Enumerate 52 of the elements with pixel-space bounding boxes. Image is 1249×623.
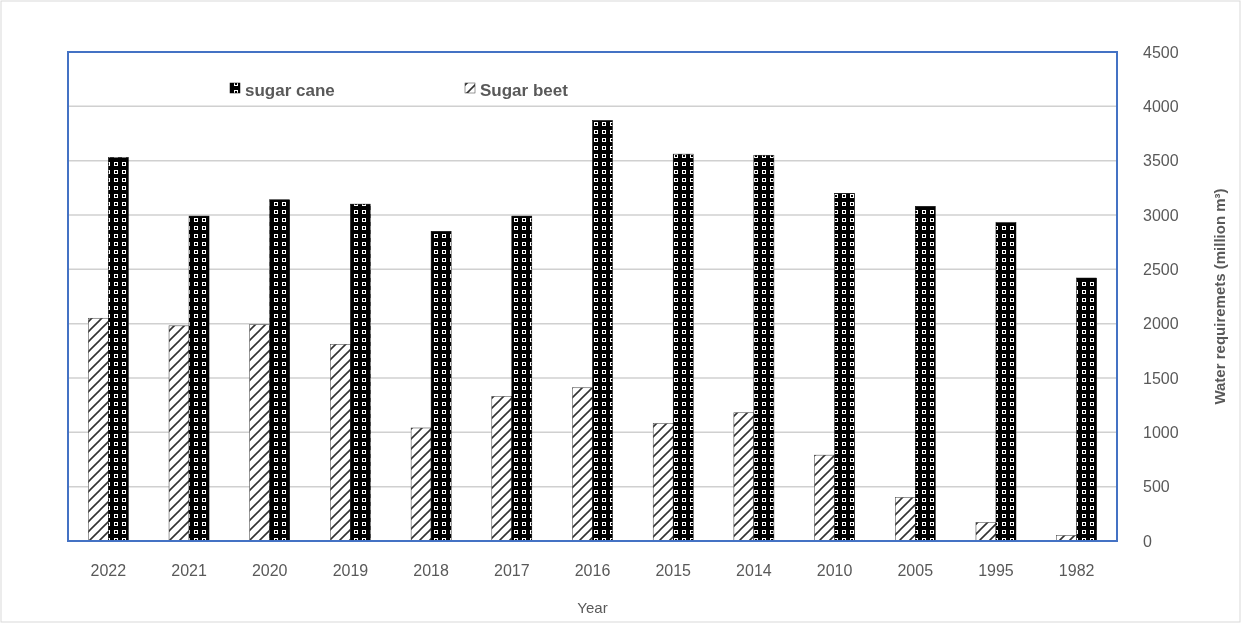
bar	[430, 231, 452, 542]
x-tick-label: 2018	[413, 562, 450, 579]
bar	[592, 120, 613, 542]
x-tick-label: 2014	[736, 562, 772, 579]
bar	[672, 153, 694, 542]
bar	[511, 215, 533, 542]
bar	[652, 423, 674, 542]
x-tick-label: 2020	[251, 562, 288, 579]
y-tick-label: 1500	[1143, 369, 1179, 387]
bar	[915, 206, 936, 542]
y-tick-label: 3500	[1143, 152, 1179, 170]
x-tick-label: 2010	[816, 562, 853, 579]
y-tick-label: 3000	[1143, 206, 1179, 224]
bar	[975, 522, 997, 542]
bar	[330, 344, 351, 542]
x-tick-label: 2005	[897, 562, 934, 579]
bar	[491, 396, 513, 542]
y-tick-label: 500	[1143, 478, 1170, 496]
bar	[753, 154, 775, 542]
bar	[733, 412, 755, 542]
y-tick-label: 2000	[1143, 315, 1179, 333]
bar	[88, 317, 109, 542]
x-tick-label: 2017	[494, 562, 530, 579]
x-tick-label: 1995	[978, 562, 1014, 579]
bar	[108, 157, 129, 542]
x-tick-label: 1982	[1058, 562, 1095, 579]
legend-label: Sugar beet	[480, 80, 569, 100]
bar	[410, 427, 432, 542]
bar	[814, 454, 835, 542]
x-tick-label: 2016	[574, 562, 611, 579]
y-tick-label: 1000	[1143, 423, 1179, 441]
bar	[188, 215, 210, 542]
bar	[168, 325, 190, 542]
y-tick-label: 4000	[1143, 97, 1179, 115]
x-tick-label: 2021	[171, 562, 207, 579]
bar	[1076, 277, 1097, 542]
legend-label: sugar cane	[245, 80, 335, 100]
y-tick-label: 4500	[1143, 43, 1179, 61]
bar	[350, 203, 371, 542]
y-tick-label: 0	[1143, 532, 1152, 550]
y-axis-title: Water requiremets (million m³)	[1211, 188, 1228, 405]
bar	[995, 222, 1017, 542]
x-axis-title: Year	[577, 599, 608, 616]
bar	[572, 387, 593, 542]
x-tick-label: 2022	[90, 562, 127, 579]
bar	[249, 324, 270, 542]
x-tick-label: 2019	[332, 562, 369, 579]
y-tick-label: 2500	[1143, 260, 1179, 278]
bar	[895, 497, 916, 542]
x-tick-label: 2015	[655, 562, 692, 579]
bar	[269, 199, 290, 542]
bar	[834, 193, 855, 542]
